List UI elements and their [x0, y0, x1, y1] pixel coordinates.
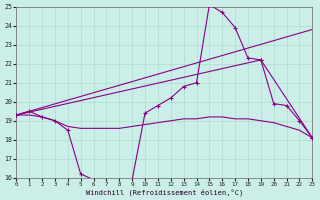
X-axis label: Windchill (Refroidissement éolien,°C): Windchill (Refroidissement éolien,°C): [86, 188, 243, 196]
